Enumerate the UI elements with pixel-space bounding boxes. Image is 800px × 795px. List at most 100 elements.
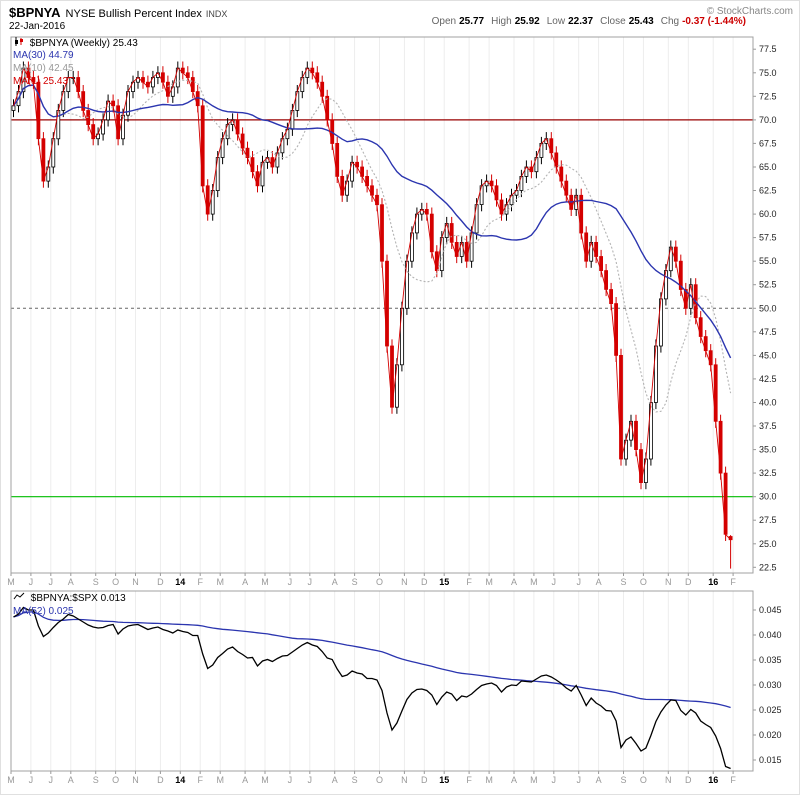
svg-text:J: J bbox=[288, 775, 293, 785]
svg-text:M: M bbox=[261, 775, 269, 785]
high-value: 25.92 bbox=[514, 16, 540, 27]
svg-text:J: J bbox=[576, 775, 581, 785]
svg-text:A: A bbox=[332, 577, 338, 587]
legend-row-ratio: $BPNYA:$SPX 0.013 bbox=[13, 592, 126, 605]
svg-text:70.0: 70.0 bbox=[759, 115, 777, 125]
svg-text:M: M bbox=[530, 577, 538, 587]
svg-text:M: M bbox=[485, 577, 493, 587]
svg-text:S: S bbox=[352, 775, 358, 785]
svg-text:0.040: 0.040 bbox=[759, 630, 782, 640]
svg-text:N: N bbox=[665, 577, 672, 587]
svg-text:0.015: 0.015 bbox=[759, 755, 782, 765]
svg-text:57.5: 57.5 bbox=[759, 233, 777, 243]
exchange-label: INDX bbox=[205, 9, 228, 19]
svg-text:D: D bbox=[685, 775, 692, 785]
svg-text:14: 14 bbox=[175, 577, 185, 587]
svg-text:S: S bbox=[93, 775, 99, 785]
main-chart-legend: $BPNYA (Weekly) 25.43 MA(30) 44.79 MA(10… bbox=[13, 36, 138, 88]
svg-text:S: S bbox=[620, 775, 626, 785]
svg-text:F: F bbox=[466, 577, 472, 587]
svg-text:16: 16 bbox=[708, 577, 718, 587]
svg-text:J: J bbox=[49, 577, 54, 587]
svg-text:72.5: 72.5 bbox=[759, 91, 777, 101]
plot-border bbox=[10, 36, 754, 574]
svg-text:J: J bbox=[288, 577, 293, 587]
svg-text:S: S bbox=[352, 577, 358, 587]
svg-text:47.5: 47.5 bbox=[759, 327, 777, 337]
svg-text:J: J bbox=[308, 775, 313, 785]
svg-text:M: M bbox=[216, 577, 224, 587]
line-style-icon bbox=[13, 592, 25, 605]
svg-text:30.0: 30.0 bbox=[759, 492, 777, 502]
svg-text:J: J bbox=[576, 577, 581, 587]
chart-date: 22-Jan-2016 bbox=[9, 21, 66, 32]
svg-text:42.5: 42.5 bbox=[759, 374, 777, 384]
chg-label: Chg bbox=[660, 16, 680, 27]
svg-text:35.0: 35.0 bbox=[759, 445, 777, 455]
svg-text:A: A bbox=[68, 577, 74, 587]
horizontal-reference-lines bbox=[11, 119, 753, 498]
ratio-chart-legend: $BPNYA:$SPX 0.013 MA(52) 0.025 bbox=[13, 592, 126, 618]
stockcharts-copyright-link[interactable]: © StockCharts.com bbox=[706, 6, 793, 17]
svg-text:J: J bbox=[29, 577, 34, 587]
svg-text:A: A bbox=[68, 775, 74, 785]
svg-text:O: O bbox=[112, 577, 119, 587]
svg-text:N: N bbox=[665, 775, 672, 785]
svg-text:A: A bbox=[596, 577, 602, 587]
svg-text:22.5: 22.5 bbox=[759, 562, 777, 572]
svg-text:D: D bbox=[685, 577, 692, 587]
weekly-price-candles bbox=[11, 61, 733, 569]
close-label: Close bbox=[600, 16, 626, 27]
svg-text:J: J bbox=[552, 577, 557, 587]
svg-text:77.5: 77.5 bbox=[759, 44, 777, 54]
low-value: 22.37 bbox=[568, 16, 594, 27]
svg-text:M: M bbox=[530, 775, 538, 785]
high-label: High bbox=[491, 16, 512, 27]
svg-text:15: 15 bbox=[439, 577, 449, 587]
header-title: $BPNYA NYSE Bullish Percent Index INDX bbox=[9, 5, 227, 20]
main-price-chart: M J J A S O N D 14 F M A M J J A S O N D 15 F M A M J J A S O N D 16 F 22.… bbox=[7, 36, 777, 587]
svg-text:D: D bbox=[157, 577, 164, 587]
svg-text:A: A bbox=[242, 775, 248, 785]
svg-text:55.0: 55.0 bbox=[759, 256, 777, 266]
svg-text:D: D bbox=[421, 775, 428, 785]
svg-text:52.5: 52.5 bbox=[759, 280, 777, 290]
axis-and-grid: M J J A S O N D 14 F M A M J J A S O N D 15 F M A M J J A S O N D 16 F 22.… bbox=[7, 37, 777, 587]
legend-ma30-label: MA(30) 44.79 bbox=[13, 50, 74, 61]
svg-text:25.0: 25.0 bbox=[759, 539, 777, 549]
plot-border bbox=[10, 590, 754, 772]
legend-row-series: $BPNYA (Weekly) 25.43 bbox=[13, 36, 138, 49]
svg-text:0.035: 0.035 bbox=[759, 655, 782, 665]
svg-text:A: A bbox=[332, 775, 338, 785]
svg-text:F: F bbox=[730, 775, 736, 785]
ma10-line bbox=[13, 79, 732, 413]
svg-text:J: J bbox=[552, 775, 557, 785]
svg-text:F: F bbox=[197, 775, 203, 785]
svg-text:50.0: 50.0 bbox=[759, 303, 777, 313]
svg-text:0.020: 0.020 bbox=[759, 730, 782, 740]
svg-text:0.030: 0.030 bbox=[759, 680, 782, 690]
svg-text:M: M bbox=[485, 775, 493, 785]
legend-ma1-label: MA(1) 25.43 bbox=[13, 76, 69, 87]
svg-text:A: A bbox=[242, 577, 248, 587]
legend-ratio-label: $BPNYA:$SPX 0.013 bbox=[30, 593, 126, 605]
svg-text:N: N bbox=[401, 577, 408, 587]
svg-text:65.0: 65.0 bbox=[759, 162, 777, 172]
svg-text:M: M bbox=[216, 775, 224, 785]
svg-text:J: J bbox=[308, 577, 313, 587]
svg-text:N: N bbox=[132, 577, 139, 587]
svg-text:S: S bbox=[620, 577, 626, 587]
svg-text:45.0: 45.0 bbox=[759, 350, 777, 360]
ma30-line bbox=[12, 84, 732, 359]
axis-and-grid: M J J A S O N D 14 F M A M J J A S O N D 15 F M A M J J A S O N D 16 F 0.0… bbox=[7, 591, 782, 785]
svg-text:O: O bbox=[640, 775, 647, 785]
chg-value: -0.37 (-1.44%) bbox=[682, 16, 746, 27]
svg-text:O: O bbox=[112, 775, 119, 785]
svg-text:A: A bbox=[511, 775, 517, 785]
legend-row-ma1: MA(1) 25.43 bbox=[13, 75, 138, 88]
svg-text:75.0: 75.0 bbox=[759, 68, 777, 78]
index-name-label: NYSE Bullish Percent Index bbox=[65, 8, 202, 20]
legend-series-label: $BPNYA (Weekly) 25.43 bbox=[29, 38, 138, 50]
svg-text:32.5: 32.5 bbox=[759, 468, 777, 478]
